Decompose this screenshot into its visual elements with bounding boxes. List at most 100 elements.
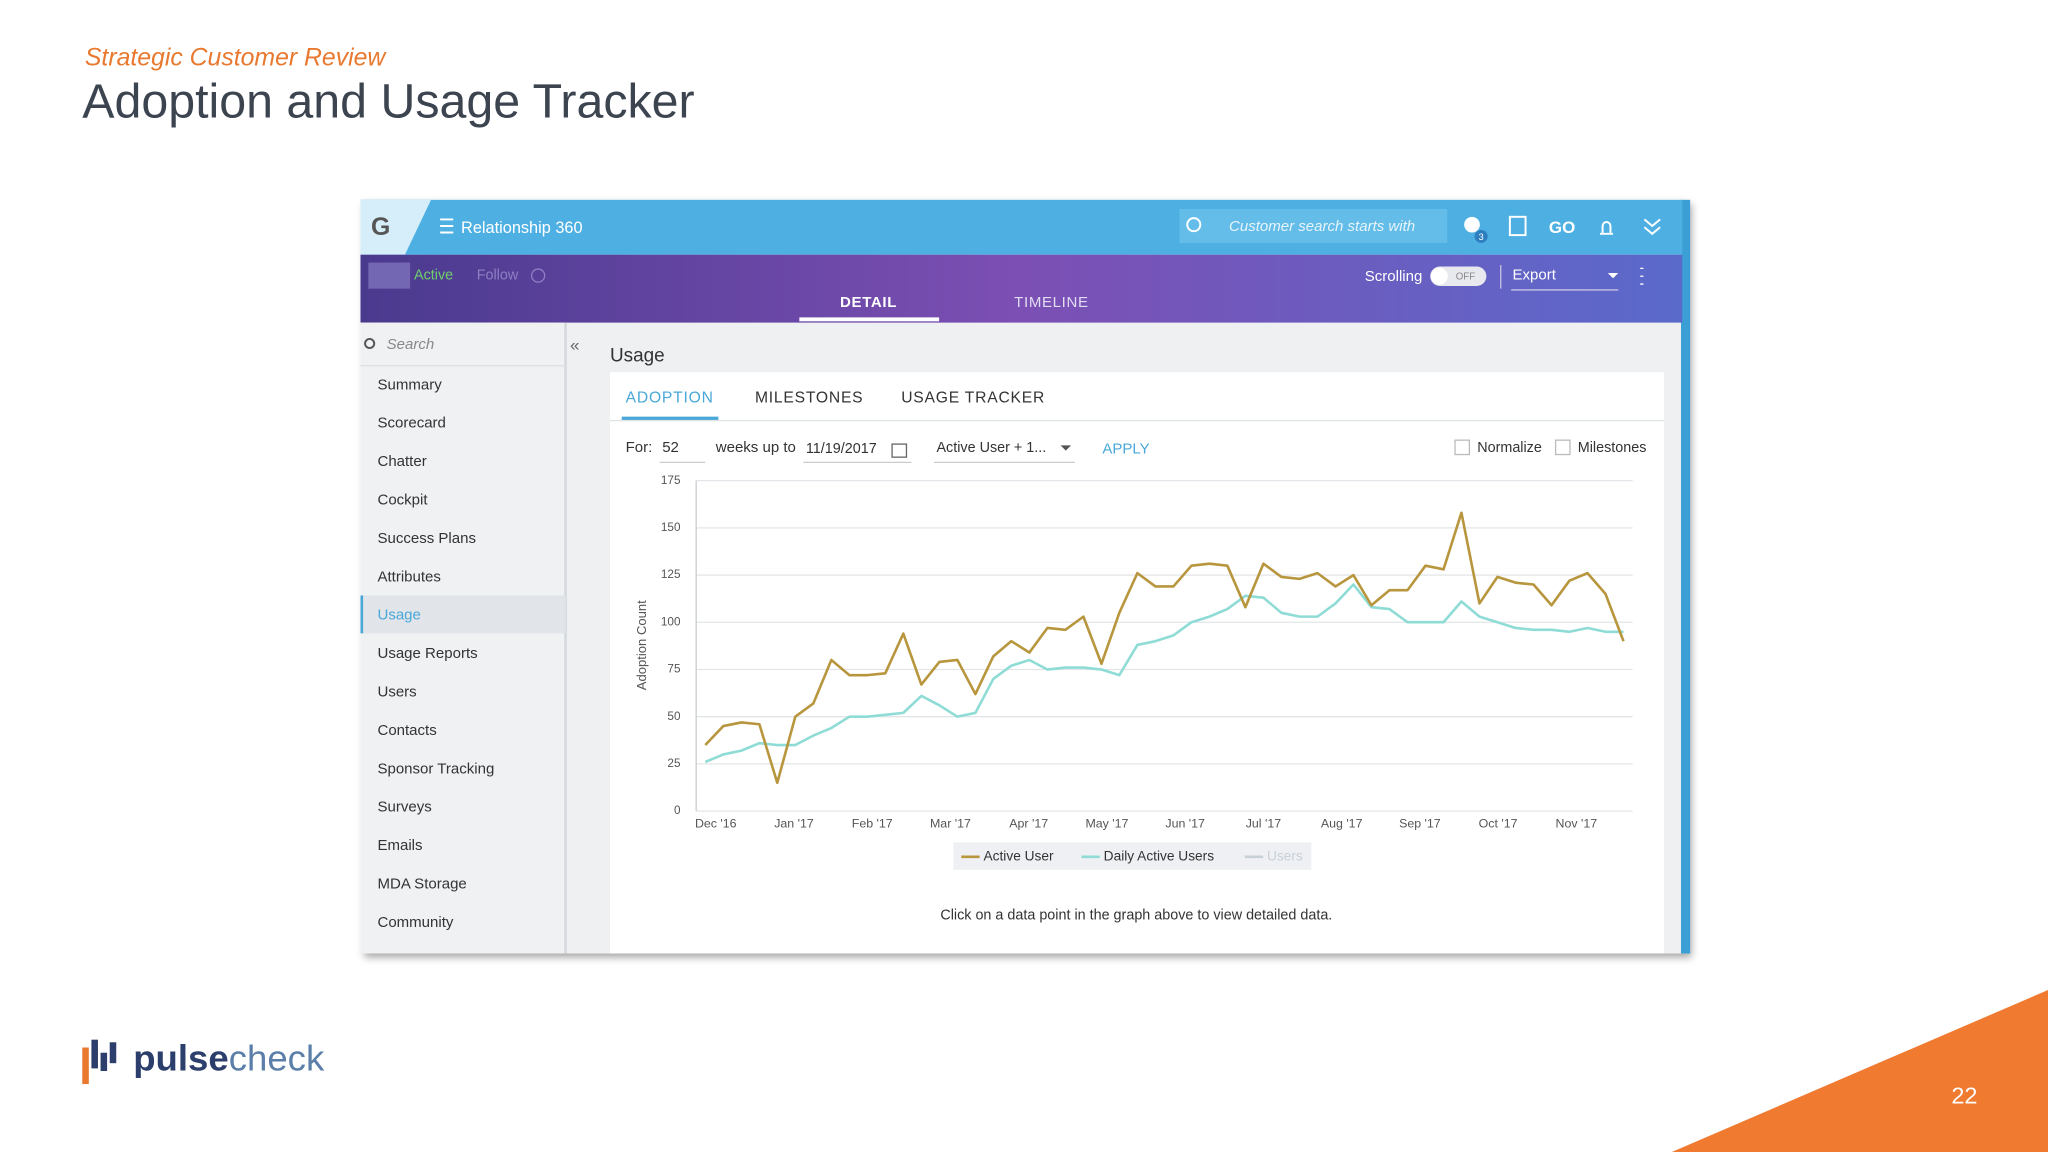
sidebar-item[interactable]: Scorecard <box>377 415 445 432</box>
apply-button[interactable]: APPLY <box>1102 440 1149 457</box>
legend-label[interactable]: Active User <box>984 848 1054 863</box>
series-line <box>704 583 1624 764</box>
x-tick-label: May '17 <box>1085 816 1128 830</box>
x-tick-label: Sep '17 <box>1399 816 1441 830</box>
y-tick-label: 125 <box>661 568 681 581</box>
brand-area <box>360 199 432 255</box>
logo-part: check <box>229 1037 325 1078</box>
subtab[interactable]: MILESTONES <box>755 390 863 407</box>
sidebar-item[interactable]: Usage <box>377 607 420 624</box>
hierarchy-icon[interactable] <box>1508 215 1527 237</box>
sidebar-selected <box>360 595 566 634</box>
header-tab[interactable]: TIMELINE <box>1014 294 1088 311</box>
measure-caret <box>1060 445 1072 451</box>
people-icon[interactable] <box>1464 216 1480 233</box>
sidebar-selected-marker <box>360 595 364 634</box>
x-tick-label: Jun '17 <box>1165 816 1205 830</box>
top-bar <box>360 199 1683 255</box>
right-strip <box>1680 199 1691 954</box>
sidebar-item[interactable]: Sponsor Tracking <box>377 760 494 777</box>
footnote: Click on a data point in the graph above… <box>940 907 1332 923</box>
filter-weeks-up-to: weeks up to <box>715 439 796 456</box>
subtab[interactable]: USAGE TRACKER <box>901 390 1045 407</box>
badge <box>1474 229 1488 243</box>
export[interactable]: Export <box>1512 267 1556 284</box>
x-tick-label: Dec '16 <box>695 816 737 830</box>
page-number: 22 <box>1951 1082 1977 1108</box>
y-tick-label: 150 <box>661 521 681 534</box>
y-tick-label: 25 <box>667 757 681 770</box>
logo <box>82 1039 117 1085</box>
avatar <box>368 262 411 289</box>
calendar-icon[interactable] <box>891 443 908 458</box>
series-line <box>704 511 1625 785</box>
sidebar-item[interactable]: Chatter <box>377 453 426 470</box>
scrolling-label: Scrolling <box>1365 268 1423 285</box>
sidebar-item[interactable]: Users <box>377 683 416 700</box>
kicker: Strategic Customer Review <box>85 44 388 71</box>
x-tick-label: Apr '17 <box>1009 816 1048 830</box>
bell-icon[interactable] <box>1599 221 1614 235</box>
sidebar-item[interactable]: Usage Reports <box>377 645 477 662</box>
sidebar-item[interactable]: Summary <box>377 376 442 393</box>
filter-measure[interactable]: Active User + 1... <box>936 440 1046 456</box>
x-tick-label: Aug '17 <box>1321 816 1363 830</box>
menu-icon[interactable] <box>440 218 454 234</box>
sidebar <box>360 322 566 954</box>
filter-for: For: <box>626 439 653 456</box>
sidebar-item[interactable]: Surveys <box>377 799 431 816</box>
x-tick-label: Jan '17 <box>774 816 814 830</box>
header-tab[interactable]: DETAIL <box>840 294 897 311</box>
legend-label[interactable]: Daily Active Users <box>1104 848 1215 863</box>
x-tick-label: Oct '17 <box>1479 816 1518 830</box>
sidebar-item[interactable]: Community <box>377 914 453 931</box>
header-band <box>360 254 1683 323</box>
sidebar-item[interactable]: Contacts <box>377 722 436 739</box>
export-caret <box>1607 272 1619 279</box>
sidebar-search-icon <box>364 337 376 350</box>
y-axis-label: Adoption Count <box>634 600 649 690</box>
follow-icon <box>530 268 546 283</box>
search-box[interactable] <box>1179 208 1448 243</box>
y-tick-label: 75 <box>667 663 681 676</box>
sidebar-search[interactable]: Search <box>387 336 435 353</box>
sidebar-item[interactable]: Success Plans <box>377 530 475 547</box>
corner-triangle <box>1671 990 2048 1152</box>
status: Active <box>414 267 453 283</box>
slide-title: Adoption and Usage Tracker <box>82 74 694 128</box>
normalize-checkbox[interactable] <box>1454 439 1471 456</box>
sidebar-item[interactable]: Attributes <box>377 568 440 585</box>
active-tab-underline <box>799 317 940 322</box>
subtab[interactable]: ADOPTION <box>626 390 714 407</box>
sidebar-item[interactable]: Emails <box>377 837 422 854</box>
go-button[interactable]: GO <box>1549 218 1575 237</box>
toggle-state: OFF <box>1456 271 1476 282</box>
filter-weeks[interactable]: 52 <box>662 439 679 456</box>
y-tick-label: 175 <box>661 474 681 487</box>
filter-date[interactable]: 11/19/2017 <box>806 441 877 457</box>
subtab-underline <box>621 416 719 420</box>
section-title: Usage <box>610 346 665 367</box>
follow[interactable]: Follow <box>477 267 519 283</box>
expand-icon[interactable] <box>1643 218 1661 236</box>
y-tick-label: 0 <box>674 804 681 817</box>
sidebar-item[interactable]: Cockpit <box>377 491 428 508</box>
milestones-checkbox[interactable] <box>1554 439 1571 456</box>
logo-text: pulsecheck <box>133 1037 325 1078</box>
logo-bar <box>100 1052 108 1072</box>
x-tick-label: Nov '17 <box>1556 816 1598 830</box>
collapse[interactable]: « <box>570 336 579 355</box>
nav-title: Relationship 360 <box>461 219 583 237</box>
logo-bar <box>82 1047 89 1085</box>
sidebar-item[interactable]: MDA Storage <box>377 875 466 892</box>
x-tick-label: Mar '17 <box>930 816 971 830</box>
search-icon <box>1186 217 1202 233</box>
x-tick-label: Jul '17 <box>1246 816 1282 830</box>
legend-label-inactive[interactable]: Users <box>1267 848 1303 863</box>
milestones-label: Milestones <box>1578 440 1647 456</box>
x-tick-label: Feb '17 <box>852 816 893 830</box>
y-tick-label: 50 <box>667 710 681 723</box>
toggle-knob <box>1430 267 1448 285</box>
